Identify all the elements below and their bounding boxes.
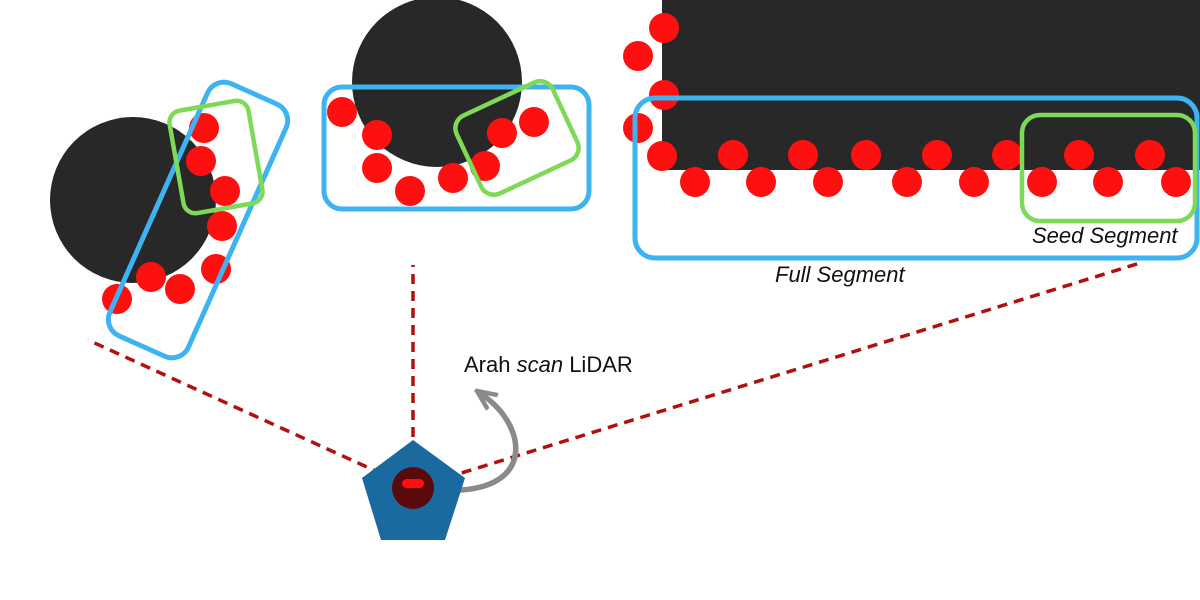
seed-segment-box-left xyxy=(167,98,265,216)
scan-line-right xyxy=(412,261,1141,490)
scan-direction-label-prefix: Arah xyxy=(464,352,517,377)
lidar-point xyxy=(649,13,679,43)
lidar-point xyxy=(922,140,952,170)
lidar-point xyxy=(201,254,231,284)
scan-line-left xyxy=(87,338,414,490)
lidar-points xyxy=(102,13,1191,314)
seed-segment-box-right xyxy=(1019,112,1198,224)
circular-obstacle-middle xyxy=(352,0,522,167)
lidar-point xyxy=(395,176,425,206)
lidar-point xyxy=(851,140,881,170)
lidar-point xyxy=(165,274,195,304)
lidar-point xyxy=(487,118,517,148)
lidar-point xyxy=(136,262,166,292)
lidar-point xyxy=(623,41,653,71)
lidar-point xyxy=(1093,167,1123,197)
seed-segment-boxes xyxy=(167,78,1198,224)
lidar-sensor-emitter xyxy=(402,479,424,488)
seed-segment-box-middle xyxy=(453,78,581,198)
lidar-point xyxy=(1027,167,1057,197)
lidar-point xyxy=(1135,140,1165,170)
lidar-point xyxy=(1161,167,1191,197)
lidar-point xyxy=(647,141,677,171)
lidar-point xyxy=(649,80,679,110)
scan-direction-label: Arah scan LiDAR xyxy=(464,352,633,378)
lidar-point xyxy=(186,146,216,176)
lidar-point xyxy=(327,97,357,127)
scan-direction-label-italic: scan xyxy=(516,352,564,377)
lidar-point xyxy=(680,167,710,197)
lidar-point xyxy=(959,167,989,197)
seed-segment-label: Seed Segment xyxy=(1032,223,1178,248)
lidar-point xyxy=(1064,140,1094,170)
lidar-point xyxy=(813,167,843,197)
lidar-point xyxy=(438,163,468,193)
full-segment-label: Full Segment xyxy=(775,262,905,287)
lidar-point xyxy=(992,140,1022,170)
scan-direction-arrow xyxy=(458,396,519,493)
full-segment-box-left xyxy=(105,79,291,361)
lidar-point xyxy=(623,113,653,143)
scan-direction-label-suffix: LiDAR xyxy=(563,352,633,377)
lidar-point xyxy=(362,120,392,150)
lidar-point xyxy=(718,140,748,170)
lidar-point xyxy=(207,211,237,241)
lidar-point xyxy=(362,153,392,183)
lidar-point xyxy=(788,140,818,170)
lidar-point xyxy=(746,167,776,197)
lidar-point xyxy=(210,176,240,206)
lidar-point xyxy=(892,167,922,197)
full-segment-box-middle xyxy=(321,84,592,212)
lidar-point xyxy=(519,107,549,137)
